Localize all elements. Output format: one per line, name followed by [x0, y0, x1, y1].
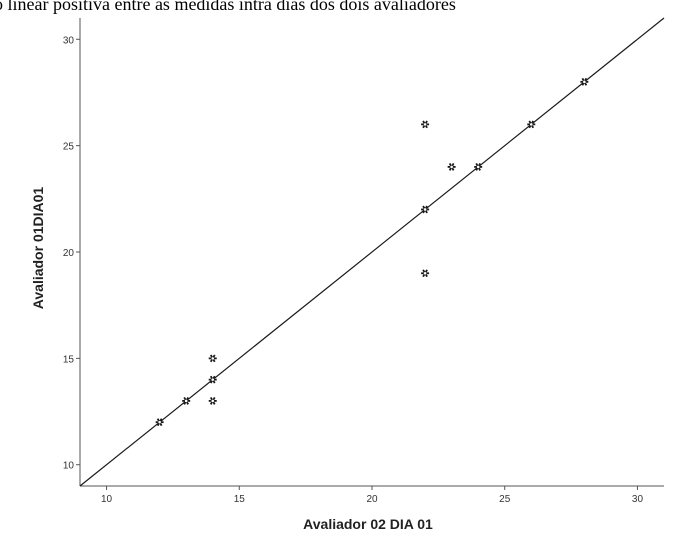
data-point [447, 162, 456, 171]
y-tick-label: 25 [63, 142, 75, 153]
y-tick-label: 30 [63, 35, 75, 46]
data-point-center [476, 165, 480, 169]
data-point [182, 396, 191, 405]
data-point-center [423, 123, 427, 126]
data-point [155, 418, 164, 427]
data-point [474, 162, 483, 171]
y-tick-label: 15 [63, 354, 75, 365]
x-tick-label: 10 [101, 494, 113, 505]
data-point-center [211, 378, 215, 381]
data-point [527, 120, 536, 129]
data-point-center [529, 123, 533, 126]
x-tick-label: 15 [234, 494, 246, 505]
data-point [421, 120, 430, 129]
data-point-center [423, 208, 427, 211]
data-point-center [184, 399, 188, 403]
x-tick-label: 20 [366, 494, 378, 505]
data-point [208, 354, 217, 363]
data-point-center [423, 271, 427, 275]
fit-line [79, 17, 665, 487]
y-tick-label: 10 [63, 461, 75, 472]
data-point-center [158, 420, 161, 424]
chart-title: o linear positiva entre as medidas intra… [0, 0, 456, 14]
x-tick-label: 30 [632, 494, 644, 505]
data-point [421, 205, 430, 214]
data-point-center [211, 357, 215, 360]
data-point-center [211, 399, 215, 403]
y-tick-label: 20 [63, 248, 75, 259]
data-point [421, 269, 430, 278]
data-point [208, 375, 217, 384]
y-axis-title: Avaliador 01DIA01 [30, 187, 46, 310]
data-point-center [583, 80, 586, 84]
data-point-center [450, 165, 453, 169]
data-point [208, 396, 217, 405]
x-tick-label: 25 [499, 494, 511, 505]
data-point [580, 77, 589, 86]
x-axis-title: Avaliador 02 DIA 01 [303, 516, 433, 532]
